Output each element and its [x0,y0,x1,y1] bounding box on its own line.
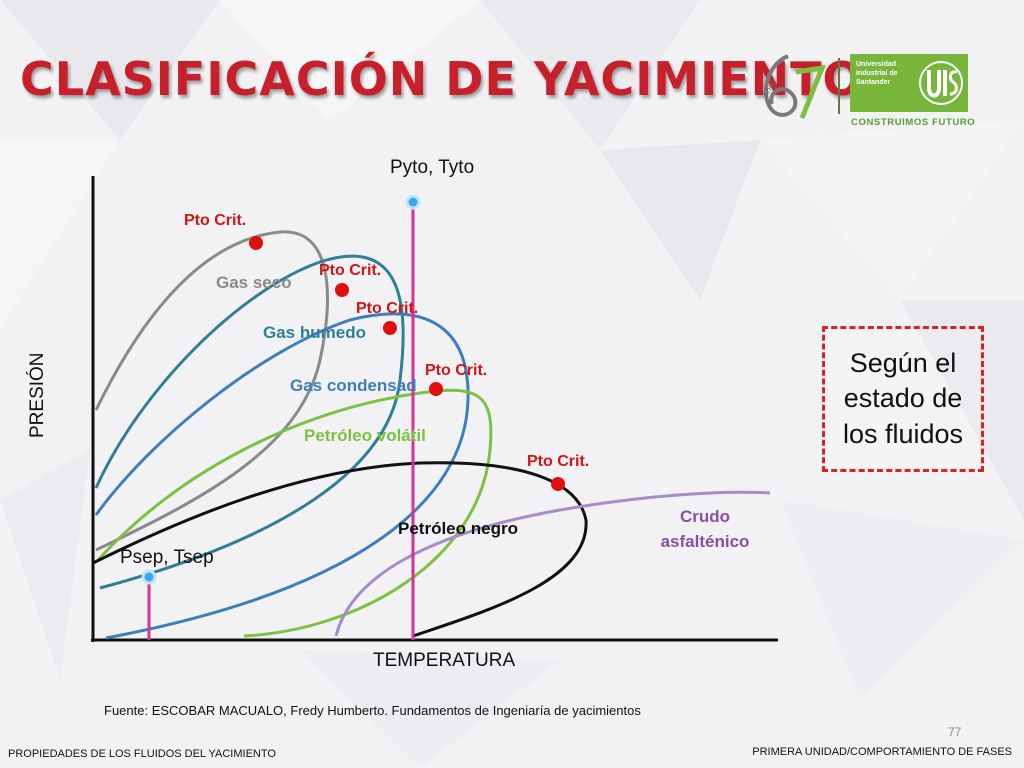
label-gas-condensado: Gas condensad [290,376,417,395]
label-gas-seco: Gas seco [216,273,292,292]
critical-point-gas-seco [249,236,263,250]
x-axis-label: TEMPERATURA [373,650,516,671]
curve-crudo-asfaltenico [334,490,771,637]
curve-petroleo-negro [92,461,588,638]
logo-separator [838,58,840,114]
anniversary-logo: Años [761,54,826,119]
label-gas-humedo: Gas humedo [263,323,366,342]
label-petroleo-volatil: Petróleo volátil [304,426,426,445]
label-petroleo-negro: Petróleo negro [398,519,518,538]
callout-text: Según el estado de los fluidos [842,348,964,449]
classification-callout: Según el estado de los fluidos [822,326,984,472]
uis-emblem-icon [919,61,963,105]
university-logo: Universidad Industrial de Santander [850,54,968,112]
critical-point-label: Pto Crit. [184,212,247,229]
university-name: Universidad Industrial de Santander [856,61,898,86]
critical-point-label: Pto Crit. [356,300,419,317]
reservoir-point-marker [405,194,421,210]
curve-gas-seco [94,230,329,552]
critical-point-petroleo-negro [551,477,565,491]
critical-point-petroleo-volatil [429,382,443,396]
critical-point-label: Pto Crit. [527,453,590,470]
slide-title: CLASIFICACIÓN DE YACIMIENTO [20,52,863,106]
footer-left: PROPIEDADES DE LOS FLUIDOS DEL YACIMIENT… [8,748,276,760]
source-citation: Fuente: ESCOBAR MACUALO, Fredy Humberto.… [104,703,641,718]
critical-point-label: Pto Crit. [425,362,488,379]
critical-point-gas-condensado [383,321,397,335]
separator-point-label: Psep, Tsep [120,547,214,568]
page-number: 77 [948,725,962,739]
university-slogan: CONSTRUIMOS FUTURO [851,117,976,128]
curve-petroleo-volatil [96,388,493,638]
critical-point-gas-humedo [335,283,349,297]
reservoir-point-label: Pyto, Tyto [390,157,475,178]
curve-gas-condensado [94,312,470,640]
footer-right: PRIMERA UNIDAD/COMPORTAMIENTO DE FASES [752,746,1012,758]
critical-point-label: Pto Crit. [319,262,382,279]
curve-gas-humedo [94,254,405,590]
separator-point-marker [141,569,157,585]
y-axis-label: PRESIÓN [27,352,48,438]
label-crudo-asfaltenico: Crudo asfalténico [660,507,750,551]
